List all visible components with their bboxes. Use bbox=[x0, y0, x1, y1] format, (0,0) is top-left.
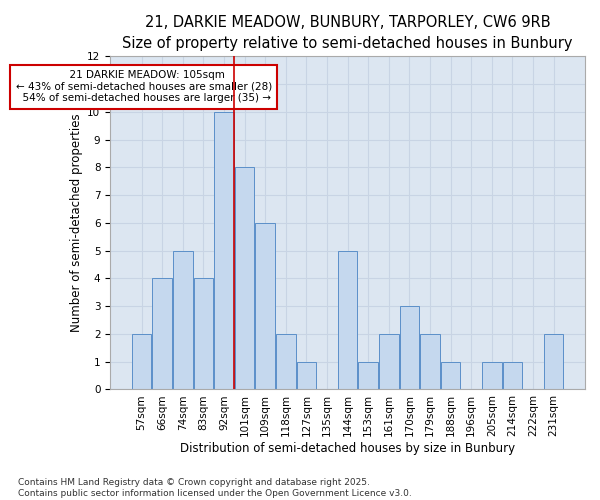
Title: 21, DARKIE MEADOW, BUNBURY, TARPORLEY, CW6 9RB
Size of property relative to semi: 21, DARKIE MEADOW, BUNBURY, TARPORLEY, C… bbox=[122, 15, 573, 51]
Bar bbox=[379, 334, 398, 390]
Text: Contains HM Land Registry data © Crown copyright and database right 2025.
Contai: Contains HM Land Registry data © Crown c… bbox=[18, 478, 412, 498]
Bar bbox=[503, 362, 522, 390]
Bar bbox=[173, 250, 193, 390]
Bar bbox=[296, 362, 316, 390]
X-axis label: Distribution of semi-detached houses by size in Bunbury: Distribution of semi-detached houses by … bbox=[180, 442, 515, 455]
Bar bbox=[276, 334, 296, 390]
Bar bbox=[544, 334, 563, 390]
Text: 21 DARKIE MEADOW: 105sqm
← 43% of semi-detached houses are smaller (28)
  54% of: 21 DARKIE MEADOW: 105sqm ← 43% of semi-d… bbox=[16, 70, 272, 103]
Bar bbox=[338, 250, 358, 390]
Bar bbox=[214, 112, 234, 390]
Bar bbox=[482, 362, 502, 390]
Bar bbox=[441, 362, 460, 390]
Bar bbox=[256, 223, 275, 390]
Bar bbox=[235, 168, 254, 390]
Bar bbox=[132, 334, 151, 390]
Bar bbox=[358, 362, 378, 390]
Bar bbox=[420, 334, 440, 390]
Bar bbox=[152, 278, 172, 390]
Bar bbox=[194, 278, 213, 390]
Y-axis label: Number of semi-detached properties: Number of semi-detached properties bbox=[70, 114, 83, 332]
Bar bbox=[400, 306, 419, 390]
